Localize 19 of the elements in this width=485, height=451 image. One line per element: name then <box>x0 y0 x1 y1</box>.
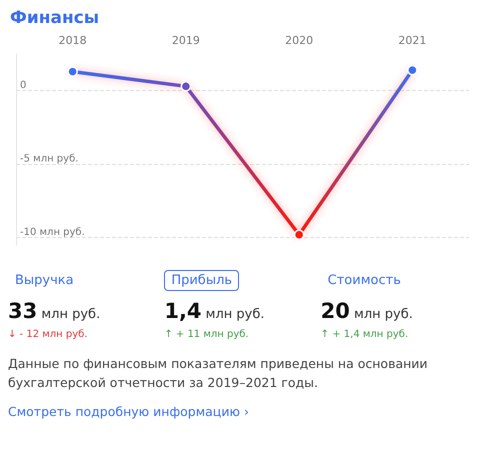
text: Стоимость <box>326 272 402 290</box>
text: Данные по финансовым показателям приведены на основании бухгалтерской отчетности за 2019–2021 годы. <box>8 355 429 392</box>
chart-title: Финансы <box>10 8 100 28</box>
text: Выручка <box>14 272 75 290</box>
text: ↑ + 11 млн руб. <box>164 329 250 340</box>
text: 33 млн руб. <box>8 299 100 323</box>
text: 20 млн руб. <box>320 299 413 323</box>
text: Смотреть подробную информацию › <box>8 404 250 419</box>
text: Прибыль <box>164 270 240 291</box>
x-tick-label: 2021 <box>398 34 426 47</box>
text: ↑ + 1,4 млн руб. <box>320 329 410 340</box>
text: ↓ - 12 млн руб. <box>8 329 89 340</box>
y-tick-label: -10 млн руб. <box>20 227 85 238</box>
x-tick-label: 2020 <box>285 34 314 47</box>
x-tick-label: 2019 <box>172 34 200 47</box>
y-tick-label: -5 млн руб. <box>20 154 78 165</box>
y-tick-label: 0 <box>20 80 26 92</box>
x-tick-label: 2018 <box>58 34 87 47</box>
text: 1,4 млн руб. <box>164 299 265 323</box>
